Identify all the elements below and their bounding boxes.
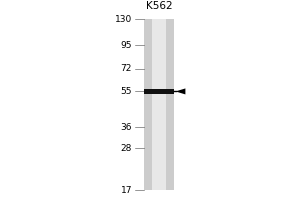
Text: 17: 17	[121, 186, 132, 195]
Text: K562: K562	[146, 1, 172, 11]
Text: 95: 95	[121, 41, 132, 50]
Polygon shape	[176, 88, 185, 94]
Bar	[144, 19, 174, 190]
Text: 130: 130	[115, 15, 132, 24]
Text: 55: 55	[121, 87, 132, 96]
Bar	[144, 89, 174, 94]
Text: 72: 72	[121, 64, 132, 73]
Text: 28: 28	[121, 144, 132, 153]
Text: 36: 36	[121, 123, 132, 132]
Bar	[152, 19, 166, 190]
